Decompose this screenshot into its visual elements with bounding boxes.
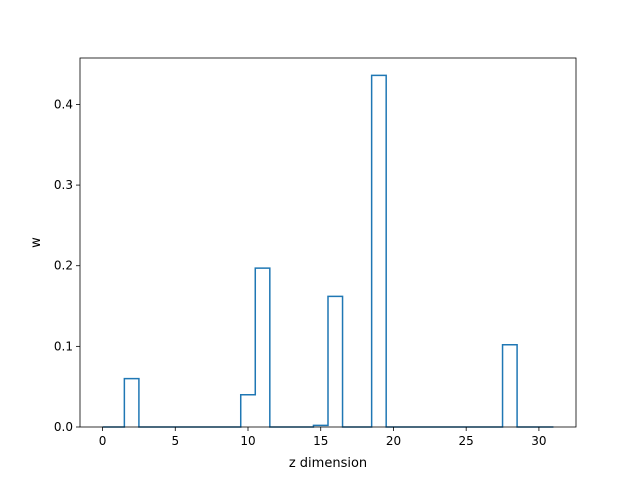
y-axis-ticks: 0.0 0.1 0.2 0.3 0.4 [54,97,80,434]
y-tick-label: 0.4 [54,97,73,111]
x-tick-label: 30 [531,434,546,448]
y-tick-label: 0.2 [54,259,73,273]
x-tick-label: 15 [313,434,328,448]
x-tick-label: 25 [459,434,474,448]
x-tick-label: 20 [386,434,401,448]
y-axis-label: w [29,237,44,248]
axes-frame [79,57,577,428]
x-tick-label: 0 [99,434,107,448]
y-tick-label: 0.1 [54,339,73,353]
x-axis-label: z dimension [289,456,367,471]
x-tick-label: 10 [240,434,255,448]
y-tick-label: 0.0 [54,420,73,434]
x-axis-ticks: 0 5 10 15 20 25 30 [99,427,547,448]
x-tick-label: 5 [171,434,179,448]
y-tick-label: 0.3 [54,178,73,192]
